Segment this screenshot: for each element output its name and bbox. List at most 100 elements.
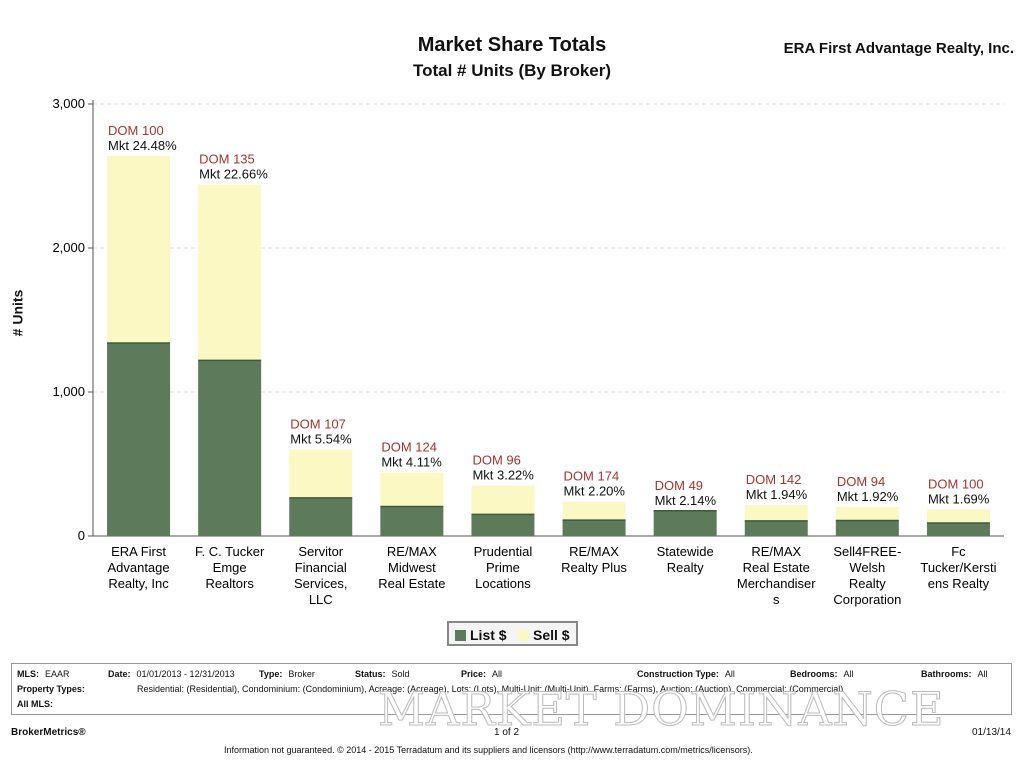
bar-sell bbox=[380, 472, 444, 507]
report-filters: MLS: EAAR Date: 01/01/2013 - 12/31/2013 Ty… bbox=[11, 663, 1012, 715]
bar-sell bbox=[471, 485, 535, 515]
bar-list bbox=[926, 523, 990, 536]
property-types-label: Property Types: bbox=[17, 684, 85, 694]
dom-label: DOM 100 bbox=[108, 123, 164, 138]
mkt-label: Mkt 2.20% bbox=[564, 484, 626, 499]
bar-list bbox=[471, 514, 535, 536]
mkt-label: Mkt 2.14% bbox=[655, 493, 717, 508]
legend-list-label: List $ bbox=[470, 627, 507, 643]
bar-sell bbox=[198, 184, 262, 361]
x-tick-label: Advantage bbox=[107, 560, 169, 575]
y-tick-label: 0 bbox=[78, 528, 85, 543]
bar-list bbox=[562, 520, 626, 536]
x-tick-label: F. C. Tucker bbox=[195, 544, 265, 559]
bar-list bbox=[653, 510, 717, 536]
x-tick-label: Real Estate bbox=[743, 560, 810, 575]
bedrooms-value: All bbox=[843, 669, 854, 679]
x-tick-label: Prime bbox=[486, 560, 520, 575]
page-number: 1 of 2 bbox=[494, 727, 520, 738]
date-value: 01/01/2013 - 12/31/2013 bbox=[136, 669, 235, 679]
x-tick-label: RE/MAX bbox=[751, 544, 801, 559]
bar-list bbox=[289, 497, 353, 536]
dom-label: DOM 94 bbox=[837, 474, 885, 489]
x-tick-label: ens Realty bbox=[928, 576, 990, 591]
x-tick-label: Corporation bbox=[833, 592, 901, 607]
mkt-label: Mkt 5.54% bbox=[290, 432, 352, 447]
x-tick-label: Services, bbox=[294, 576, 347, 591]
x-tick-label: Merchandiser bbox=[737, 576, 816, 591]
type-value: Broker bbox=[288, 669, 315, 679]
y-tick-label: 3,000 bbox=[52, 96, 85, 111]
mkt-label: Mkt 1.92% bbox=[837, 489, 899, 504]
x-tick-label: Tucker/Kersti bbox=[920, 560, 996, 575]
mkt-label: Mkt 24.48% bbox=[108, 138, 177, 153]
bar-list bbox=[835, 520, 899, 536]
property-types-value: Residential: (Residential), Condominium:… bbox=[137, 684, 844, 694]
mkt-label: Mkt 3.22% bbox=[472, 468, 534, 483]
x-tick-label: RE/MAX bbox=[387, 544, 437, 559]
mkt-label: Mkt 4.11% bbox=[381, 455, 442, 470]
brand-name: BrokerMetrics® bbox=[11, 727, 86, 738]
bedrooms-label: Bedrooms: bbox=[790, 669, 838, 679]
x-tick-label: Welsh bbox=[849, 560, 885, 575]
bar-list bbox=[380, 506, 444, 536]
company-name: ERA First Advantage Realty, Inc. bbox=[783, 40, 1014, 57]
bar-sell bbox=[926, 509, 990, 524]
construction-value: All bbox=[724, 669, 735, 679]
dom-label: DOM 142 bbox=[746, 472, 802, 487]
x-tick-label: LLC bbox=[309, 592, 333, 607]
mkt-label: Mkt 1.69% bbox=[928, 491, 990, 506]
x-tick-label: Prudential bbox=[474, 544, 533, 559]
bar-sell bbox=[744, 505, 808, 521]
mls-label: MLS: bbox=[17, 669, 39, 679]
x-tick-label: Sell4FREE- bbox=[833, 544, 901, 559]
x-tick-label: Realty, Inc bbox=[108, 576, 169, 591]
x-tick-label: Locations bbox=[475, 576, 531, 591]
mls-value: EAAR bbox=[45, 669, 70, 679]
construction-label: Construction Type: bbox=[637, 669, 719, 679]
chart-legend: List $ Sell $ bbox=[447, 621, 578, 646]
dom-label: DOM 124 bbox=[381, 440, 437, 455]
x-tick-label: Servitor bbox=[298, 544, 343, 559]
x-tick-label: Statewide bbox=[657, 544, 714, 559]
x-tick-label: Midwest bbox=[388, 560, 436, 575]
chart-subtitle: Total # Units (By Broker) bbox=[412, 61, 612, 80]
all-mls-label: All MLS: bbox=[17, 699, 53, 709]
bar-sell bbox=[289, 449, 353, 498]
chart-title: Market Share Totals bbox=[417, 34, 607, 56]
dom-label: DOM 96 bbox=[472, 453, 520, 468]
x-tick-label: Realtors bbox=[205, 576, 254, 591]
x-tick-label: Fc bbox=[951, 544, 966, 559]
status-label: Status: bbox=[355, 669, 386, 679]
x-tick-label: Financial bbox=[295, 560, 347, 575]
x-tick-label: RE/MAX bbox=[569, 544, 619, 559]
x-tick-label: s bbox=[773, 592, 780, 607]
y-tick-label: 2,000 bbox=[52, 240, 85, 255]
dom-label: DOM 100 bbox=[928, 476, 984, 491]
bathrooms-label: Bathrooms: bbox=[921, 669, 972, 679]
legend-sell-swatch bbox=[518, 630, 529, 641]
report-date: 01/13/14 bbox=[972, 727, 1011, 738]
mkt-label: Mkt 1.94% bbox=[746, 487, 808, 502]
y-tick-label: 1,000 bbox=[52, 384, 85, 399]
watermark: MARKET DOMINANCE bbox=[378, 682, 945, 737]
price-value: All bbox=[492, 669, 503, 679]
type-label: Type: bbox=[259, 669, 283, 679]
bar-sell bbox=[562, 501, 626, 521]
price-label: Price: bbox=[461, 669, 487, 679]
bar-list bbox=[198, 360, 262, 536]
dom-label: DOM 107 bbox=[290, 417, 346, 432]
x-tick-label: Emge bbox=[213, 560, 247, 575]
bar-list bbox=[107, 343, 171, 536]
legend-sell-label: Sell $ bbox=[533, 627, 570, 643]
disclaimer: Information not guaranteed. © 2014 - 201… bbox=[224, 745, 753, 755]
dom-label: DOM 174 bbox=[564, 469, 620, 484]
bar-sell bbox=[835, 506, 899, 521]
bar-list bbox=[744, 520, 808, 536]
x-tick-label: Realty bbox=[667, 560, 704, 575]
x-tick-label: Realty bbox=[849, 576, 886, 591]
x-tick-label: Real Estate bbox=[378, 576, 445, 591]
x-tick-label: Realty Plus bbox=[561, 560, 627, 575]
bathrooms-value: All bbox=[977, 669, 988, 679]
